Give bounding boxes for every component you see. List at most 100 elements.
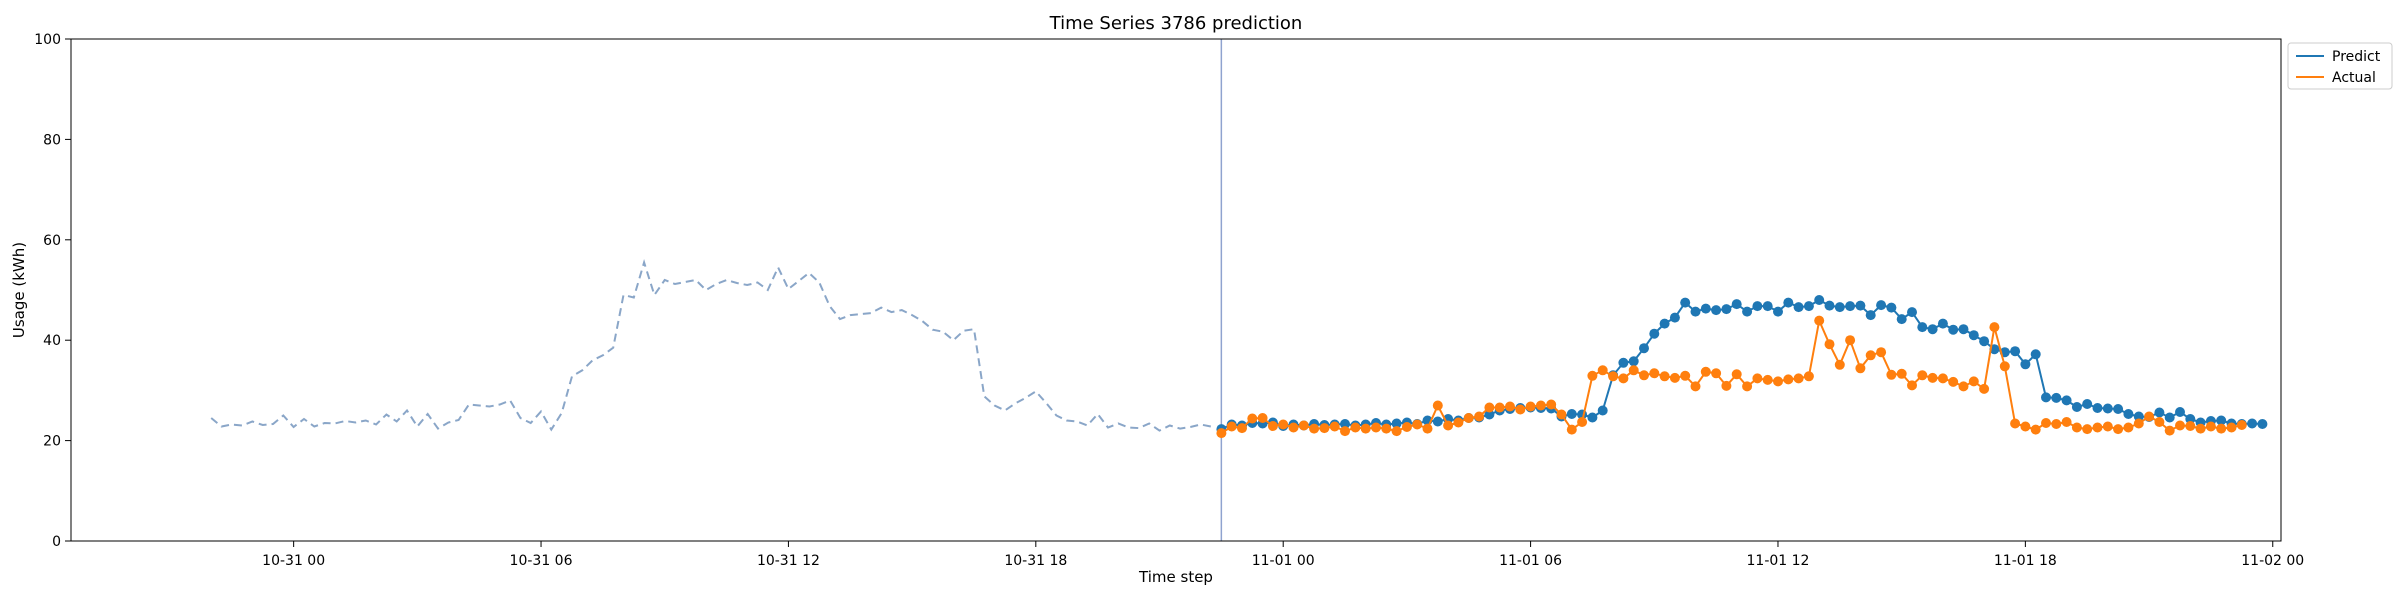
- predict-point-34: [1566, 409, 1577, 419]
- predict-point-66: [1896, 314, 1907, 325]
- actual-point-70: [1937, 373, 1948, 384]
- predict-point-17: [1391, 418, 1402, 429]
- actual-point-19: [1412, 419, 1423, 430]
- predict-point-26: [1484, 409, 1495, 420]
- predict-point-63: [1865, 310, 1876, 321]
- predict-point-79: [2030, 349, 2041, 360]
- actual-point-67: [1907, 380, 1917, 391]
- actual-point-68: [1917, 370, 1928, 381]
- actual-line: [1220, 317, 2243, 434]
- predict-point-82: [2061, 395, 2072, 406]
- predict-point-57: [1803, 301, 1814, 312]
- actual-point-51: [1742, 381, 1753, 392]
- predict-point-81: [2051, 392, 2062, 403]
- actual-point-48: [1711, 368, 1722, 379]
- actual-point-12: [1340, 426, 1350, 437]
- actual-point-49: [1721, 380, 1732, 391]
- predict-point-73: [1968, 330, 1979, 341]
- series-layer: [210, 39, 2268, 541]
- actual-point-8: [1298, 420, 1309, 431]
- actual-point-79: [2030, 424, 2041, 435]
- predict-point-52: [1752, 301, 1763, 312]
- x-tick-label-5: 11-01 06: [1499, 553, 1562, 569]
- actual-point-50: [1731, 369, 1742, 380]
- predict-point-87: [2113, 404, 2124, 414]
- actual-point-25: [1474, 411, 1485, 422]
- actual-point-86: [2102, 421, 2113, 432]
- actual-point-83: [2071, 422, 2082, 433]
- actual-point-45: [1680, 370, 1691, 381]
- predict-point-64: [1876, 300, 1887, 311]
- actual-point-88: [2123, 422, 2134, 433]
- actual-point-63: [1865, 350, 1876, 361]
- actual-point-0: [1216, 428, 1227, 439]
- actual-point-11: [1329, 421, 1340, 432]
- predict-point-54: [1773, 306, 1783, 317]
- actual-point-69: [1927, 372, 1938, 383]
- actual-point-57: [1803, 371, 1814, 382]
- predict-point-46: [1690, 306, 1701, 317]
- history-line: [210, 258, 1212, 432]
- x-axis-label: Time step: [1138, 568, 1213, 586]
- x-tick-label-8: 11-02 00: [2241, 553, 2304, 569]
- predict-point-77: [2010, 346, 2021, 357]
- actual-point-41: [1639, 370, 1649, 381]
- x-tick-label-7: 11-01 18: [1994, 553, 2057, 569]
- predict-point-47: [1700, 303, 1711, 314]
- actual-point-37: [1597, 365, 1608, 376]
- actual-point-53: [1762, 374, 1773, 385]
- actual-point-15: [1371, 422, 1381, 433]
- actual-point-76: [1999, 361, 2010, 372]
- predict-point-88: [2123, 409, 2134, 419]
- predict-point-100: [2247, 418, 2258, 429]
- predict-point-86: [2102, 403, 2113, 414]
- predict-point-93: [2175, 407, 2185, 417]
- actual-point-10: [1319, 423, 1330, 434]
- actual-point-35: [1577, 417, 1588, 427]
- actual-point-1: [1226, 421, 1237, 432]
- predict-point-97: [2216, 415, 2227, 426]
- actual-point-64: [1876, 347, 1887, 358]
- actual-point-40: [1628, 365, 1639, 376]
- actual-point-33: [1556, 409, 1567, 420]
- predict-point-68: [1917, 322, 1928, 333]
- actual-point-31: [1535, 400, 1546, 411]
- predict-point-101: [2257, 419, 2268, 429]
- predict-point-71: [1948, 324, 1959, 335]
- actual-point-16: [1381, 423, 1392, 434]
- predict-point-53: [1762, 301, 1773, 312]
- actual-point-42: [1649, 368, 1660, 379]
- actual-point-47: [1700, 366, 1711, 377]
- predict-point-62: [1855, 300, 1866, 311]
- predict-point-55: [1783, 297, 1794, 308]
- actual-point-89: [2133, 418, 2144, 429]
- actual-point-7: [1288, 422, 1299, 433]
- y-axis-ticks: 0 20 40 60 80 100: [34, 32, 71, 550]
- legend-actual-label: Actual: [2332, 70, 2376, 86]
- chart-title: Time Series 3786 prediction: [1049, 13, 1303, 34]
- x-tick-label-2: 10-31 12: [757, 553, 820, 569]
- actual-point-61: [1845, 335, 1856, 346]
- actual-point-39: [1618, 373, 1629, 384]
- actual-point-28: [1505, 401, 1515, 412]
- actual-point-21: [1432, 400, 1443, 411]
- actual-point-23: [1453, 417, 1464, 428]
- actual-point-36: [1587, 370, 1598, 381]
- predict-point-36: [1587, 412, 1598, 423]
- actual-point-29: [1515, 404, 1526, 415]
- y-tick-label-3: 60: [43, 233, 61, 249]
- y-axis-label: Usage (kWh): [10, 242, 28, 338]
- actual-point-95: [2195, 423, 2206, 434]
- predict-point-40: [1628, 356, 1639, 367]
- actual-point-77: [2010, 418, 2021, 429]
- actual-point-73: [1968, 376, 1979, 387]
- x-tick-label-1: 10-31 06: [510, 553, 573, 569]
- predict-point-85: [2092, 403, 2103, 413]
- x-tick-label-4: 11-01 00: [1252, 553, 1315, 569]
- actual-point-6: [1278, 419, 1289, 430]
- plot-area: 10-31 00 10-31 06 10-31 12 10-31 18 11-01 00…: [34, 32, 2304, 569]
- actual-point-91: [2154, 417, 2165, 427]
- actual-point-60: [1834, 359, 1845, 370]
- actual-point-54: [1773, 376, 1783, 387]
